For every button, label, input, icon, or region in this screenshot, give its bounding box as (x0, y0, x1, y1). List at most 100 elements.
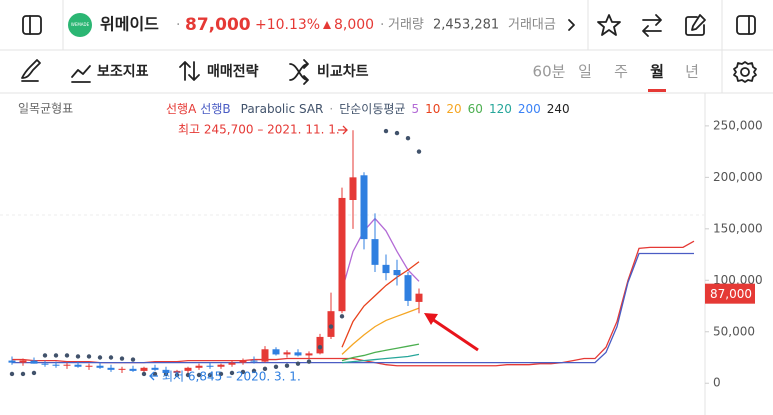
legend-item: 10 (425, 102, 440, 116)
legend-item: 선행B (200, 101, 230, 116)
pointer-arrow (431, 317, 479, 352)
sar-dot (9, 371, 15, 377)
indicator-label: 일목균형표 (18, 102, 73, 116)
candle-body (272, 349, 280, 355)
sar-dot (185, 372, 191, 378)
sar-dot (405, 136, 411, 141)
high-arrow (338, 125, 348, 135)
sar-dot (196, 372, 202, 378)
last-price-tag (705, 283, 755, 304)
change: 8,000 (334, 17, 374, 33)
draw-tool[interactable] (21, 59, 41, 82)
candle-body (140, 367, 148, 371)
candle-body (30, 360, 38, 364)
candle-body (96, 365, 104, 368)
indicator-line (341, 343, 420, 362)
period-tab[interactable]: 일 (578, 63, 592, 81)
candle-body (206, 365, 214, 367)
candle-body (338, 197, 346, 312)
logo (68, 13, 92, 37)
candle-body (349, 177, 357, 200)
sar-dot (97, 355, 103, 360)
settings[interactable] (733, 61, 757, 83)
candle-body (118, 368, 126, 370)
low-arrow (149, 371, 158, 381)
panel-toggle[interactable] (736, 15, 756, 35)
y-tick-label: 150,000 (713, 221, 763, 235)
period-tab[interactable]: 년 (685, 63, 699, 81)
swap[interactable] (642, 14, 662, 37)
indicators-icon (71, 65, 91, 83)
volume-label: 거래량 (388, 18, 424, 33)
legend-item: 60 (468, 102, 483, 116)
sar-dot (141, 371, 147, 377)
edit[interactable] (685, 14, 706, 36)
y-tick-label: 50,000 (713, 324, 755, 338)
candle-body (294, 352, 302, 356)
favorite[interactable] (597, 14, 621, 36)
indicator-line (341, 261, 420, 348)
sar-dot (64, 353, 70, 358)
sep: · (176, 17, 180, 33)
y-tick-label: 200,000 (713, 170, 763, 184)
candle-body (162, 369, 170, 373)
candle-body (151, 367, 159, 370)
compare-button[interactable]: 비교차트 (317, 64, 369, 80)
period-tab[interactable]: 주 (614, 63, 628, 81)
strategy-button[interactable]: 매매전략 (207, 63, 259, 80)
indicator-line (12, 252, 694, 364)
candle-body (261, 349, 269, 362)
sar-dot (174, 372, 180, 378)
candle-body (404, 275, 412, 301)
candle-body (74, 364, 82, 367)
candle-body (217, 364, 225, 367)
legend-item: 선행A (166, 101, 197, 116)
amount-label: 거래대금 (508, 18, 556, 33)
candle-body (393, 270, 401, 276)
sar-dot (75, 354, 81, 359)
sar-dot (306, 359, 312, 364)
candle-body (250, 360, 258, 362)
candle-body (63, 364, 71, 366)
period-underline (648, 89, 666, 92)
logo-text: WEMADE (71, 22, 90, 27)
sar-dot (262, 366, 268, 372)
candle-body (107, 367, 115, 370)
compare-icon (289, 59, 309, 85)
period-tab[interactable]: 60분 (533, 63, 566, 81)
legend-label: 단순이동평균 (339, 102, 405, 116)
sar-dot (251, 368, 257, 374)
sidebar-toggle[interactable] (22, 15, 42, 35)
sar-dot (240, 369, 246, 375)
indicator-line (12, 240, 695, 367)
sar-dot (339, 314, 345, 319)
candle-body (283, 352, 291, 355)
change-pct: +10.13% (255, 17, 320, 33)
sar-dot (416, 149, 422, 154)
legend-item: 240 (547, 102, 570, 116)
period-tab[interactable]: 월 (650, 63, 664, 81)
sar-dot (273, 364, 279, 369)
candle-body (327, 311, 335, 337)
sar-dot (130, 357, 136, 362)
candle-body (228, 362, 236, 365)
more[interactable] (568, 19, 575, 31)
candle-body (184, 367, 192, 371)
sar-dot (163, 371, 169, 377)
sar-dot (328, 324, 334, 329)
candle-body (173, 370, 181, 373)
sar-dot (42, 353, 48, 358)
sar-dot (108, 355, 114, 360)
sar-dot (119, 356, 125, 361)
candle-body (19, 360, 27, 363)
legend-sep: · (329, 102, 333, 116)
indicator-line (341, 307, 420, 355)
y-tick-label: 250,000 (713, 118, 763, 132)
sar-dot (207, 372, 213, 378)
sar-dot (229, 370, 235, 376)
indicators-button[interactable]: 보조지표 (97, 64, 149, 80)
sar-dot (20, 371, 26, 377)
strategy-icon (179, 61, 200, 81)
volume: 2,453,281 (433, 18, 499, 33)
up-icon (323, 21, 331, 29)
